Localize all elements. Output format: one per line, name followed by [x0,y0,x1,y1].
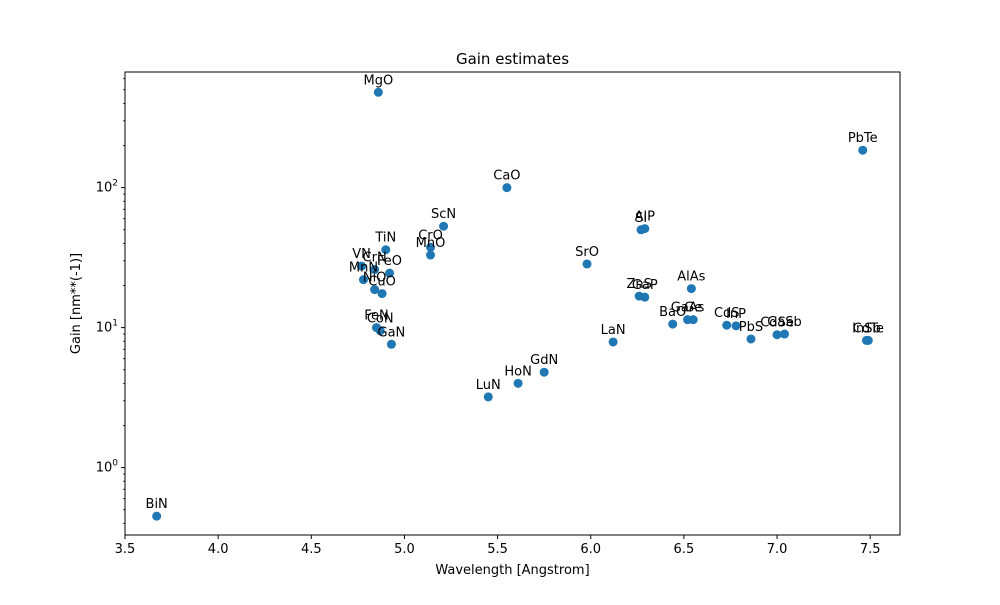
point-label: GdN [530,353,558,368]
point-label: CoN [367,312,394,327]
data-point [385,268,395,278]
data-point [686,284,696,294]
chart-title: Gain estimates [456,50,569,68]
data-point [381,245,391,255]
x-tick-label: 6.0 [580,542,601,557]
point-label: GaN [378,325,406,340]
x-tick-label: 4.5 [301,542,322,557]
data-points [152,87,873,521]
point-label: CdS [714,306,740,321]
data-point [483,392,493,402]
y-axis-label: Gain [nm**(-1)] [69,253,84,354]
point-label: Ge [684,301,702,316]
x-tick-label: 7.5 [860,542,881,557]
data-point [513,378,523,388]
point-label: InP [726,307,746,322]
data-point [858,145,868,155]
data-point [426,242,436,252]
x-axis-label: Wavelength [Angstrom] [435,563,589,578]
point-label: PbTe [848,131,878,146]
point-label: Si [635,211,647,226]
data-point [377,289,387,299]
x-tick-label: 5.0 [394,542,415,557]
data-point [370,285,380,295]
point-label: InSb [852,321,881,336]
data-point [688,315,698,325]
point-label: CrN [363,251,387,266]
data-point [779,329,789,339]
x-tick-label: 6.5 [674,542,695,557]
point-label: MgO [364,73,394,88]
data-point [746,334,756,344]
data-point [772,330,782,340]
x-tick-label: 4.0 [208,542,229,557]
point-label: VN [352,247,371,262]
data-point [386,339,396,349]
data-point [863,335,873,345]
point-label: LaN [601,323,626,338]
point-label: CuO [368,275,396,290]
data-point [375,326,385,336]
point-label: NiO [363,271,387,286]
point-label: GaP [632,278,658,293]
point-label: CdSe [760,316,794,331]
point-label: AlAs [677,270,705,285]
point-label: MnN [349,261,378,276]
point-label: ScN [431,207,456,222]
data-point [370,265,380,275]
point-label: BiN [146,497,168,512]
point-label: LuN [476,378,501,393]
point-label: GaSb [767,315,802,330]
point-label: CdTe [853,321,884,336]
point-label: ZnS [626,277,651,292]
point-label: SrO [575,245,599,260]
data-point [582,259,592,269]
point-label: TiN [374,231,396,246]
data-point [539,367,549,377]
x-tick-label: 3.5 [115,542,136,557]
point-label: MnO [416,236,446,251]
data-point [502,183,512,193]
plot-area-frame [124,71,901,536]
data-point [608,337,618,347]
data-point [357,261,367,271]
data-point [668,319,678,329]
point-label: FeN [364,309,389,324]
data-point [152,511,162,521]
point-label: AlP [635,210,656,225]
point-label: GaAs [671,301,705,316]
data-point [358,275,368,285]
data-point [731,321,741,331]
data-point [426,250,436,260]
data-point [373,87,383,97]
x-tick-label: 5.5 [487,542,508,557]
point-label: CaO [493,169,520,184]
point-label: BaO [659,305,686,320]
data-point [640,224,650,234]
data-point [722,320,732,330]
data-point [640,292,650,302]
point-label: HoN [504,364,531,379]
x-tick-label: 7.0 [767,542,788,557]
point-label: FeO [377,254,402,269]
point-label: CrO [418,228,443,243]
point-label: PbS [739,320,763,335]
data-point [439,221,449,231]
